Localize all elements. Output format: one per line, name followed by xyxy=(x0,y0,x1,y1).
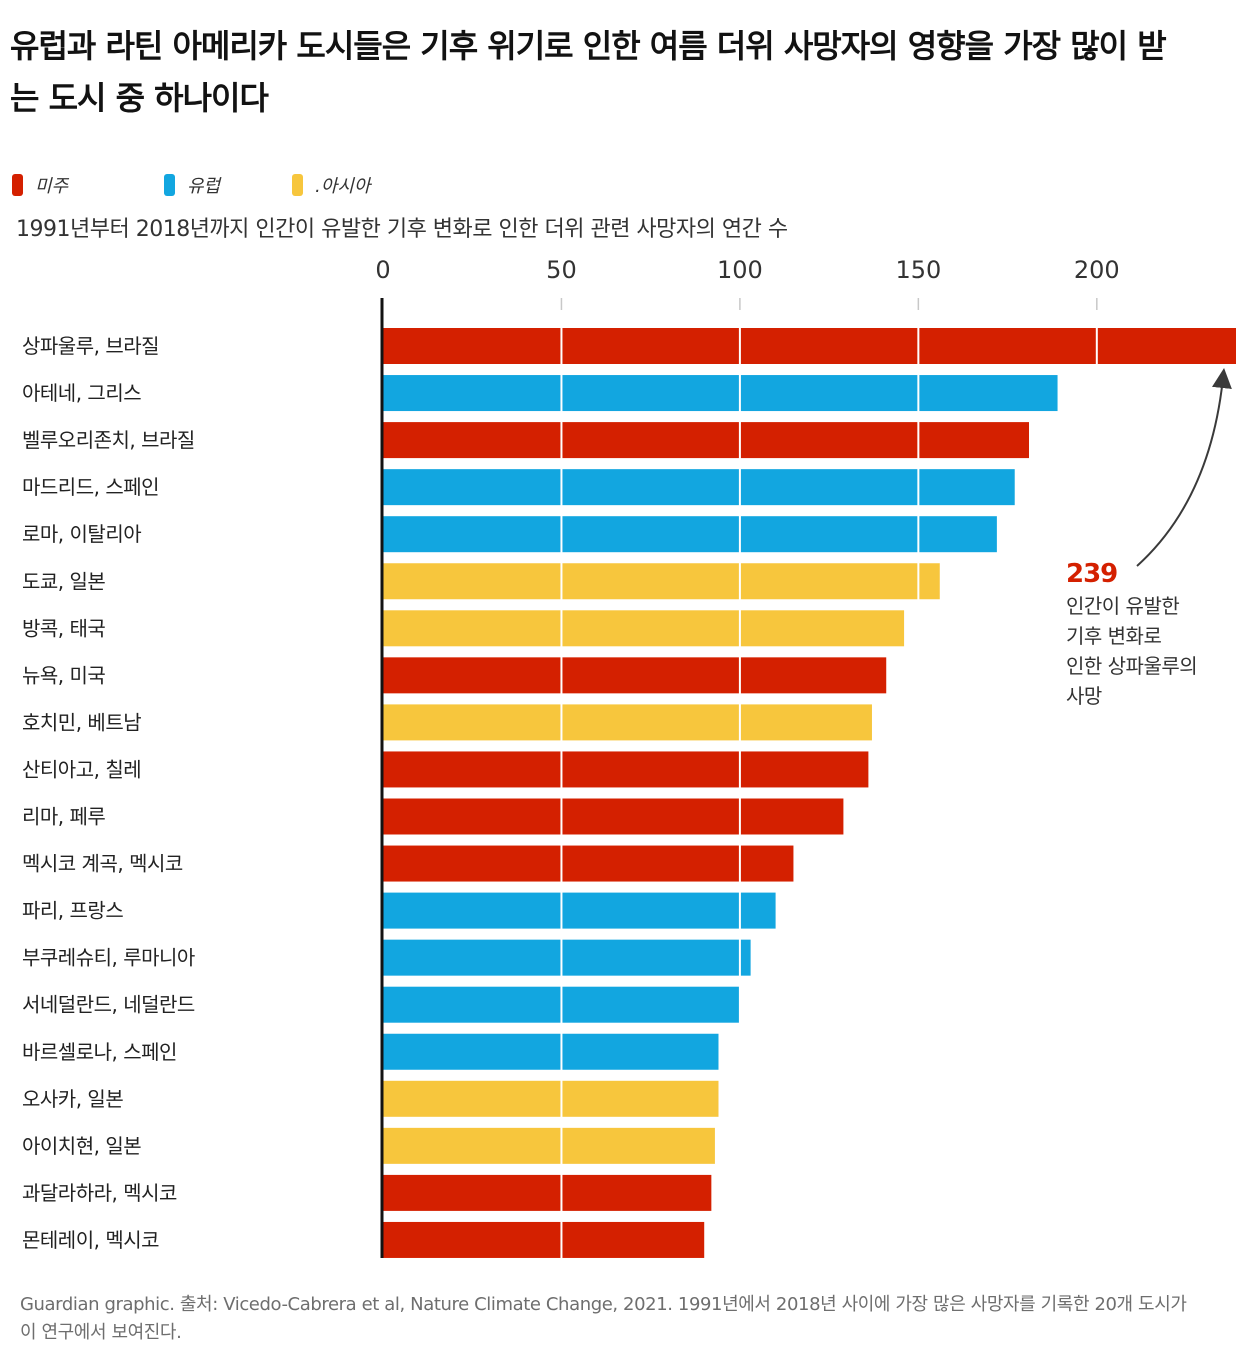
category-label: 뉴욕, 미국 xyxy=(22,663,105,687)
bar xyxy=(383,798,844,835)
x-tick-label: 150 xyxy=(895,256,941,284)
x-tick-label: 50 xyxy=(546,256,577,284)
legend-swatch-europe xyxy=(164,174,175,196)
bar xyxy=(383,845,794,882)
annotation-arrow xyxy=(1136,368,1232,567)
category-label: 바르셀로나, 스페인 xyxy=(22,1040,177,1064)
category-label: 호치민, 베트남 xyxy=(22,710,141,734)
annotation-text-line: 인간이 유발한 xyxy=(1066,594,1179,618)
bar xyxy=(383,657,887,694)
category-label: 상파울루, 브라질 xyxy=(22,334,159,358)
legend-item-europe: 유럽 xyxy=(164,172,220,198)
category-label: 방콕, 태국 xyxy=(22,616,105,640)
category-label: 산티아고, 칠레 xyxy=(22,757,141,781)
x-tick-label: 100 xyxy=(717,256,763,284)
bar xyxy=(383,751,869,788)
bar xyxy=(383,516,997,553)
category-label: 벨루오리존치, 브라질 xyxy=(22,428,195,452)
category-label: 아이치현, 일본 xyxy=(22,1134,141,1158)
bar xyxy=(383,328,1236,364)
bar xyxy=(383,563,940,600)
legend-label-asia: .아시아 xyxy=(315,176,371,197)
chart-subtitle: 1991년부터 2018년까지 인간이 유발한 기후 변화로 인한 더위 관련 … xyxy=(16,217,788,242)
category-label: 멕시코 계곡, 멕시코 xyxy=(22,852,183,876)
category-label: 리마, 페루 xyxy=(22,805,105,829)
annotation-text-line: 사망 xyxy=(1066,684,1102,708)
bar xyxy=(383,610,905,647)
category-label: 마드리드, 스페인 xyxy=(22,475,159,499)
category-label: 도쿄, 일본 xyxy=(22,569,105,593)
legend-label-europe: 유럽 xyxy=(187,176,221,197)
category-label: 로마, 이탈리아 xyxy=(22,522,141,546)
bar xyxy=(383,1080,719,1117)
bar xyxy=(383,1174,712,1211)
category-label: 아테네, 그리스 xyxy=(22,381,141,405)
legend: 미주 유럽 .아시아 xyxy=(12,172,612,198)
bar xyxy=(383,1221,705,1258)
category-label: 서네덜란드, 네덜란드 xyxy=(22,993,195,1017)
bar xyxy=(383,422,1029,459)
annotation-text-line: 인한 상파울루의 xyxy=(1066,654,1197,678)
annotation-text-line: 기후 변화로 xyxy=(1066,624,1161,648)
bar xyxy=(383,375,1058,412)
bar xyxy=(383,469,1015,506)
chart-title: 유럽과 라틴 아메리카 도시들은 기후 위기로 인한 여름 더위 사망자의 영향… xyxy=(10,27,1167,117)
legend-swatch-asia xyxy=(292,174,303,196)
x-tick-label: 0 xyxy=(375,256,390,284)
bar xyxy=(383,1127,715,1164)
x-tick-label: 200 xyxy=(1074,256,1120,284)
legend-item-asia: .아시아 xyxy=(292,172,370,198)
category-label: 몬테레이, 멕시코 xyxy=(22,1228,159,1252)
bar xyxy=(383,1033,719,1070)
bar xyxy=(383,892,776,929)
legend-item-americas: 미주 xyxy=(12,172,68,198)
legend-label-americas: 미주 xyxy=(35,176,69,197)
source-note: Guardian graphic. 출처: Vicedo-Cabrera et … xyxy=(20,1294,1187,1343)
category-label: 부쿠레슈티, 루마니아 xyxy=(22,946,195,970)
bar xyxy=(383,939,751,976)
annotation-value: 239 xyxy=(1066,559,1117,589)
category-label: 과달라하라, 멕시코 xyxy=(22,1181,177,1205)
category-label: 파리, 프랑스 xyxy=(22,899,123,923)
bar xyxy=(383,704,872,741)
legend-swatch-americas xyxy=(12,174,23,196)
category-label: 오사카, 일본 xyxy=(22,1087,123,1111)
